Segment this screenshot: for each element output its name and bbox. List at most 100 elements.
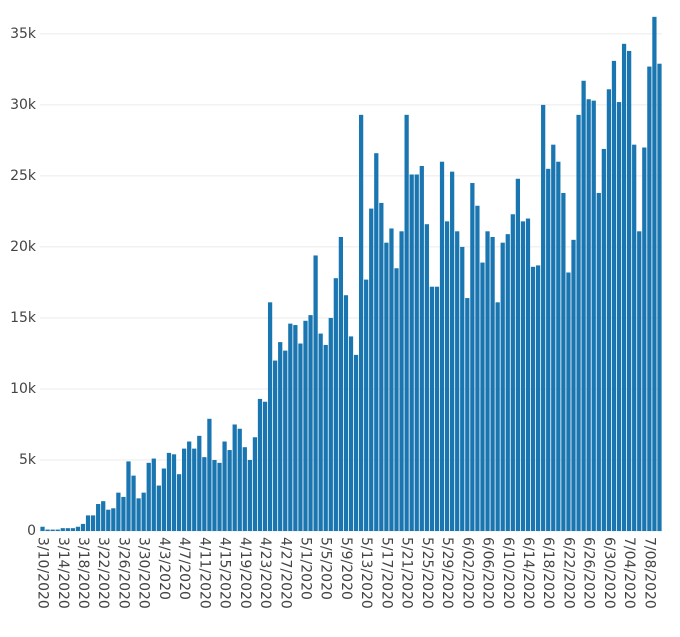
- y-tick-label: 10k: [10, 381, 37, 397]
- bar: [151, 458, 156, 531]
- bar: [444, 221, 450, 531]
- bar: [50, 529, 55, 531]
- bar: [404, 114, 409, 531]
- bar: [136, 498, 141, 531]
- bar: [591, 100, 596, 531]
- bar: [541, 104, 546, 532]
- bar: [156, 485, 161, 531]
- bar: [293, 325, 298, 531]
- bar: [434, 286, 440, 531]
- bar: [399, 231, 404, 532]
- bar: [80, 523, 86, 531]
- bar: [252, 437, 258, 531]
- bar: [90, 515, 96, 531]
- bar: [247, 459, 252, 531]
- x-tick-label: 5/17/2020: [378, 537, 394, 609]
- x-tick-label: 4/23/2020: [257, 537, 273, 609]
- bar: [192, 448, 197, 531]
- bar: [96, 504, 101, 531]
- bar: [525, 218, 531, 531]
- x-tick-label: 5/25/2020: [419, 537, 435, 609]
- bar: [490, 236, 495, 531]
- y-tick-label: 25k: [10, 168, 37, 184]
- bar: [601, 148, 606, 531]
- bar: [187, 441, 192, 531]
- x-tick-label: 5/21/2020: [399, 537, 415, 609]
- bar: [409, 174, 414, 531]
- x-tick-label: 4/15/2020: [217, 537, 233, 609]
- bar: [652, 16, 657, 532]
- bar: [232, 424, 237, 531]
- bar: [485, 231, 490, 532]
- bar: [283, 350, 288, 531]
- bar: [581, 80, 586, 531]
- bar: [611, 60, 617, 531]
- x-tick-label: 6/22/2020: [560, 537, 576, 609]
- bar: [55, 529, 60, 531]
- x-tick-label: 3/14/2020: [55, 537, 71, 609]
- bar: [318, 333, 323, 531]
- bar: [424, 224, 429, 531]
- bar: [470, 183, 475, 531]
- bar: [364, 279, 369, 531]
- bar: [551, 144, 556, 531]
- bar: [131, 475, 136, 531]
- x-tick-label: 7/04/2020: [621, 537, 637, 609]
- bar: [207, 418, 212, 531]
- bar: [369, 208, 374, 532]
- bar: [586, 99, 591, 531]
- bar: [510, 214, 515, 531]
- bar: [348, 336, 354, 531]
- bar: [495, 302, 500, 531]
- bar: [475, 205, 480, 531]
- x-tick-label: 3/26/2020: [115, 537, 131, 609]
- bar: [101, 501, 106, 531]
- bar: [267, 302, 273, 531]
- bar: [389, 228, 394, 531]
- bar: [308, 315, 313, 531]
- bar: [126, 461, 131, 531]
- x-tick-label: 6/02/2020: [459, 537, 475, 609]
- bar: [621, 43, 627, 531]
- bar: [606, 89, 612, 532]
- bar: [202, 457, 207, 531]
- bar: [450, 171, 455, 531]
- bar: [313, 255, 318, 531]
- bar: [278, 342, 283, 531]
- y-tick-label: 5k: [19, 452, 37, 468]
- bar: [227, 450, 232, 531]
- bar: [576, 114, 581, 531]
- x-tick-label: 7/08/2020: [641, 537, 657, 609]
- x-tick-label: 6/30/2020: [601, 537, 617, 609]
- bar: [65, 528, 70, 531]
- bar: [561, 192, 566, 531]
- x-tick-label: 5/9/2020: [338, 537, 354, 600]
- bar: [414, 174, 419, 531]
- bar: [328, 317, 333, 531]
- y-tick-label: 35k: [10, 26, 37, 42]
- bar: [642, 147, 647, 531]
- bar: [197, 435, 202, 531]
- x-tick-label: 4/27/2020: [277, 537, 293, 609]
- bar: [111, 508, 116, 531]
- bar: [374, 153, 379, 531]
- x-tick-label: 4/3/2020: [156, 537, 172, 600]
- bar: [465, 298, 470, 531]
- y-tick-label: 20k: [10, 239, 37, 255]
- bar: [460, 246, 465, 531]
- bar: [546, 168, 551, 532]
- bar: [333, 278, 338, 531]
- bar: [343, 295, 349, 531]
- bar: [242, 447, 247, 531]
- bar: [70, 528, 75, 531]
- bar: [627, 50, 632, 532]
- bar: [262, 401, 268, 531]
- x-tick-label: 5/13/2020: [358, 537, 374, 609]
- bar: [535, 265, 541, 531]
- bar: [75, 526, 81, 531]
- bar: [298, 343, 303, 531]
- bar: [176, 474, 182, 531]
- bar: [556, 161, 561, 531]
- bar: [616, 102, 622, 532]
